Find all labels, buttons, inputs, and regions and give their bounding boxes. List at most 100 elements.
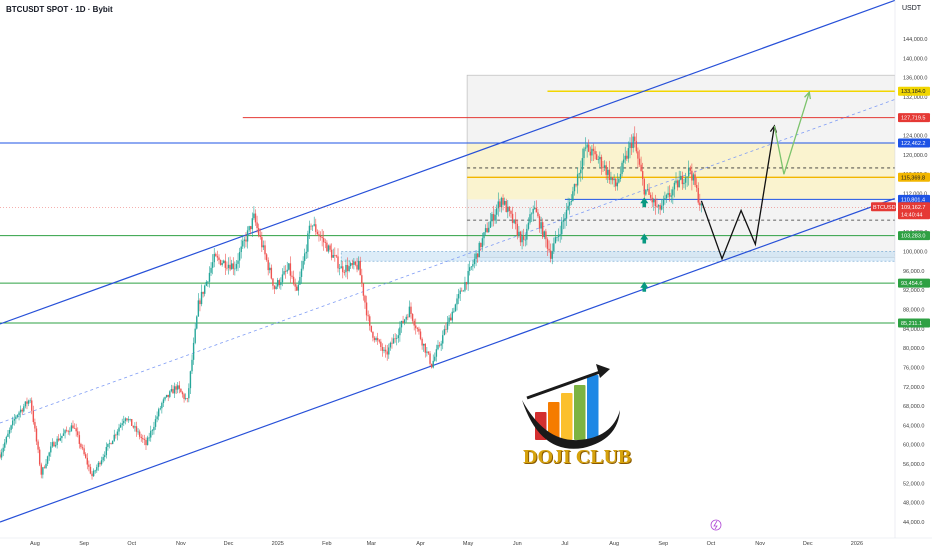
last-price-value: 109,162.7 (901, 205, 925, 211)
candle-body (583, 148, 585, 159)
candle-body (516, 223, 519, 236)
candle-body (113, 434, 115, 441)
candle-body (494, 214, 496, 221)
candle-body (300, 268, 303, 277)
candle-body (151, 430, 154, 431)
candle-body (10, 425, 12, 430)
candle-body (183, 394, 185, 399)
candles (0, 126, 703, 480)
candle-body (324, 242, 327, 243)
candle-body (467, 270, 469, 285)
candle-body (369, 316, 371, 326)
candle-body (365, 302, 368, 316)
candle-body (557, 234, 560, 238)
candle-body (389, 342, 392, 348)
level-price-tag (898, 172, 930, 182)
time-tick-label: Sep (658, 541, 668, 547)
candle-body (145, 440, 147, 446)
candle-body (572, 191, 574, 202)
candle-body (443, 329, 446, 336)
candle-body (259, 235, 261, 238)
candle-body (559, 234, 561, 236)
candle-body (80, 443, 82, 448)
candle-body (375, 338, 377, 341)
logo-trend (526, 370, 601, 400)
candle-body (640, 164, 642, 172)
candle-body (131, 419, 133, 426)
support-zone-blue (340, 251, 896, 262)
candle-body (635, 141, 638, 152)
candle-body (65, 430, 68, 431)
candle-body (521, 236, 523, 243)
candle-body (207, 281, 209, 283)
candle-body (291, 275, 293, 277)
candle-body (138, 431, 141, 437)
candle-body (15, 416, 17, 420)
candle-body (622, 159, 625, 163)
candle-body (373, 337, 376, 341)
candle-body (500, 197, 503, 208)
candle-body (551, 251, 553, 259)
candle-body (230, 263, 233, 270)
candle-body (445, 329, 447, 330)
candle-body (454, 304, 457, 312)
candle-body (167, 394, 169, 397)
candle-body (540, 222, 542, 229)
candle-body (619, 173, 622, 179)
candle-body (627, 148, 630, 159)
candle-body (356, 264, 358, 270)
candle-body (218, 257, 220, 260)
level-price-tag-label: 103,283.0 (901, 234, 925, 240)
candle-body (446, 322, 449, 330)
candle-body (376, 338, 379, 341)
candle-body (424, 343, 426, 353)
candle-body (391, 342, 393, 344)
currency-label: USDT (902, 5, 922, 12)
candle-body (388, 347, 390, 355)
last-price-countdown: 14:40:44 (901, 212, 922, 218)
candle-body (134, 426, 136, 428)
price-tick-label: 64,000.0 (903, 423, 924, 429)
candle-body (484, 228, 487, 233)
candle-body (157, 409, 160, 417)
candle-body (77, 431, 79, 436)
candle-body (59, 438, 62, 441)
candle-body (380, 341, 382, 347)
support-arrow-icon (640, 281, 649, 292)
candle-body (529, 214, 531, 223)
candle-body (489, 221, 492, 228)
candle-body (556, 237, 558, 238)
candle-body (270, 267, 273, 279)
time-tick-label: Oct (127, 541, 136, 547)
candle-body (418, 328, 420, 332)
candle-body (359, 260, 361, 276)
candle-body (411, 313, 414, 321)
price-tick-label: 72,000.0 (903, 385, 924, 391)
candle-body (473, 258, 476, 265)
candle-body (346, 264, 349, 272)
candle-body (399, 327, 401, 336)
candle-body (613, 178, 615, 181)
candle-body (476, 253, 479, 258)
candle-body (196, 316, 198, 329)
candle-body (668, 192, 671, 197)
candle-body (24, 401, 27, 407)
candle-body (224, 260, 227, 268)
candle-body (123, 420, 125, 424)
candle-body (653, 199, 655, 203)
candle-body (156, 416, 158, 420)
candle-body (519, 231, 522, 243)
candle-body (262, 245, 265, 248)
candle-body (515, 219, 517, 224)
candle-body (664, 198, 666, 200)
level-price-tag-label: 133,184.0 (901, 89, 925, 95)
candle-body (288, 263, 290, 270)
candle-body (246, 230, 249, 242)
candle-body (372, 331, 374, 338)
candle-body (554, 237, 557, 244)
candle-body (616, 182, 618, 187)
candle-body (692, 174, 695, 181)
candle-body (251, 218, 254, 230)
candle-body (177, 385, 179, 390)
